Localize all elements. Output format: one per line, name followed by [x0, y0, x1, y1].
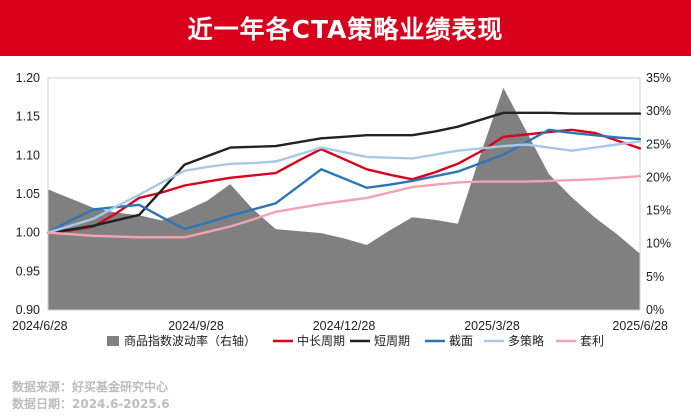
y-left-tick-label: 1.05 [16, 187, 40, 201]
plot-frame [47, 77, 641, 311]
y-right-tick-label: 0% [646, 303, 664, 317]
series-line-短周期 [46, 111, 642, 234]
y-left-tick-label: 0.90 [16, 303, 40, 317]
data-date-note: 数据日期：2024.6-2025.6 [12, 397, 170, 411]
chart-title: 近一年各CTA策略业绩表现 [187, 15, 504, 44]
legend-label-中长周期: 中长周期 [297, 333, 345, 348]
y-right-tick-label: 25% [646, 137, 671, 151]
x-tick-label: 2025/3/28 [464, 319, 520, 333]
y-left-tick-label: 1.10 [16, 148, 40, 162]
legend-label-截面: 截面 [449, 334, 473, 348]
legend-swatch-volatility [107, 336, 119, 346]
chart-title-banner: 近一年各CTA策略业绩表现 [0, 0, 691, 56]
legend-label-多策略: 多策略 [508, 333, 544, 348]
y-right-tick-label: 35% [646, 71, 671, 85]
y-right-tick-label: 15% [646, 204, 671, 218]
y-right-tick-label: 30% [646, 104, 671, 118]
legend-label-volatility: 商品指数波动率（右轴） [124, 333, 256, 348]
series-line-截面 [46, 128, 642, 234]
x-tick-label: 2025/6/28 [612, 319, 668, 333]
y-left-tick-label: 1.15 [16, 110, 40, 124]
y-left-tick-label: 1.20 [16, 71, 40, 85]
y-left-tick-label: 1.00 [16, 226, 40, 240]
legend-label-短周期: 短周期 [374, 334, 410, 348]
series-line-套利 [46, 174, 642, 239]
y-right-tick-label: 5% [646, 270, 664, 284]
strategy-performance-chart: 0.90 0.95 1.00 1.05 1.10 1.15 1.20 0% 5% 10% 15% 20… [12, 71, 671, 348]
x-tick-label: 2024/6/28 [12, 319, 68, 333]
data-source-note: 数据来源：好买基金研究中心 [12, 380, 169, 394]
legend-label-套利: 套利 [580, 334, 604, 348]
y-right-tick-label: 20% [646, 170, 671, 184]
x-tick-label: 2024/12/28 [313, 319, 376, 333]
y-right-tick-label: 10% [646, 237, 671, 251]
series-line-多策略 [46, 140, 642, 234]
x-tick-label: 2024/9/28 [168, 319, 224, 333]
y-left-tick-label: 0.95 [16, 264, 40, 278]
